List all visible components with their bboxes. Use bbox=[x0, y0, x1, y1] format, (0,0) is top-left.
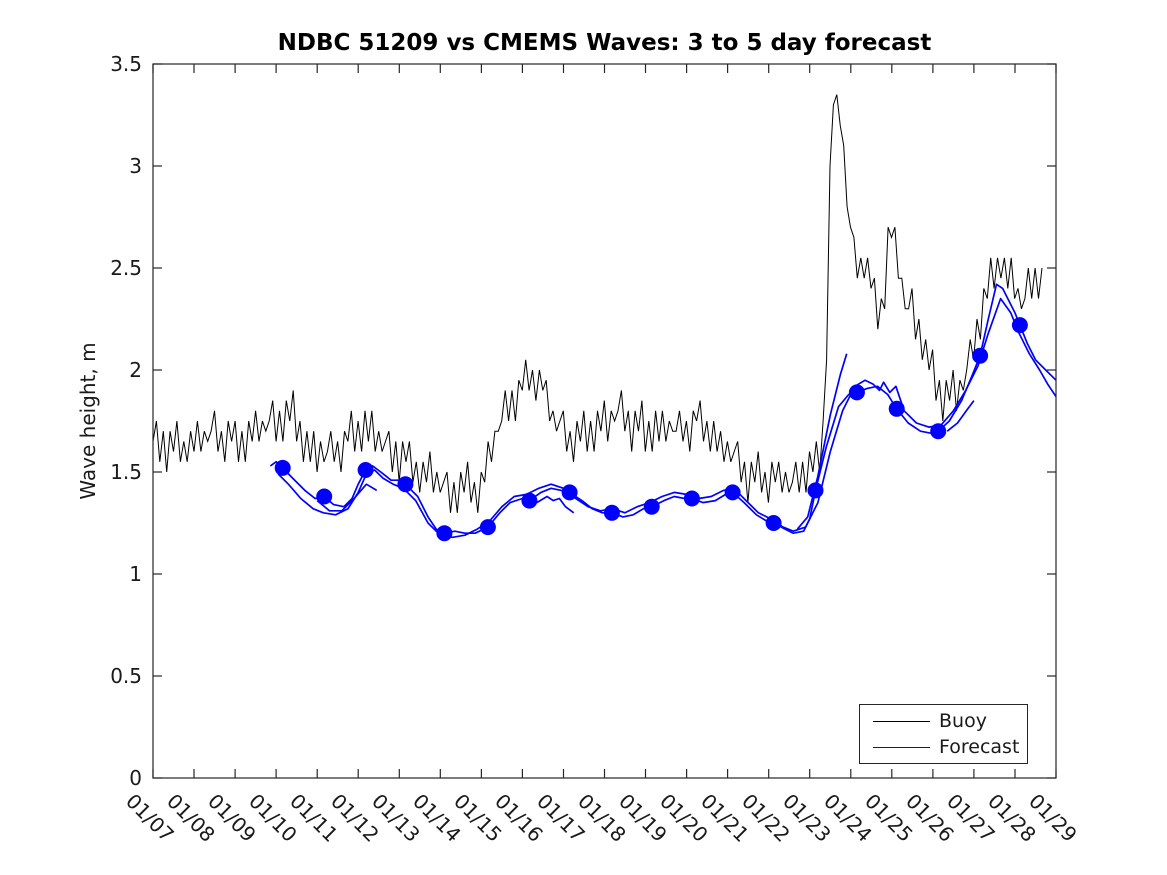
buoy-line bbox=[152, 94, 1043, 513]
y-tick-label: 2 bbox=[129, 358, 142, 382]
y-tick-label: 3 bbox=[129, 154, 142, 178]
forecast-marker bbox=[930, 423, 947, 440]
legend: Buoy Forecast bbox=[859, 704, 1028, 764]
plot-box bbox=[152, 63, 1057, 779]
y-tick-label: 0.5 bbox=[110, 664, 142, 688]
forecast-marker bbox=[274, 459, 291, 476]
legend-entry-forecast: Forecast bbox=[860, 734, 1027, 760]
legend-line-sample bbox=[873, 720, 930, 722]
forecast-marker bbox=[316, 488, 333, 505]
legend-label: Forecast bbox=[939, 736, 1020, 758]
y-tick-label: 0 bbox=[129, 766, 142, 790]
y-tick-label: 2.5 bbox=[110, 256, 142, 280]
forecast-marker bbox=[683, 490, 700, 507]
forecast-marker bbox=[848, 384, 865, 401]
forecast-line-5 bbox=[796, 353, 848, 530]
legend-label: Buoy bbox=[939, 710, 987, 732]
forecast-marker bbox=[972, 347, 989, 364]
y-tick-label: 1 bbox=[129, 562, 142, 586]
forecast-marker bbox=[357, 462, 374, 478]
forecast-line-2 bbox=[277, 297, 1057, 539]
forecast-marker bbox=[1011, 317, 1028, 334]
forecast-line-6 bbox=[946, 400, 975, 432]
forecast-marker bbox=[603, 504, 620, 521]
forecast-marker bbox=[807, 482, 824, 499]
forecast-marker bbox=[436, 525, 453, 542]
forecast-line-3 bbox=[316, 483, 378, 512]
forecast-marker bbox=[643, 498, 660, 515]
forecast-marker bbox=[888, 400, 905, 417]
forecast-marker bbox=[521, 492, 538, 509]
forecast-marker bbox=[765, 515, 782, 531]
legend-line-sample bbox=[873, 746, 930, 748]
y-tick-label: 1.5 bbox=[110, 460, 142, 484]
chart-title: NDBC 51209 vs CMEMS Waves: 3 to 5 day fo… bbox=[277, 30, 932, 56]
forecast-marker bbox=[724, 484, 741, 501]
forecast-marker bbox=[479, 519, 496, 536]
forecast-marker bbox=[561, 484, 578, 501]
legend-entry-buoy: Buoy bbox=[860, 708, 1027, 734]
forecast-marker bbox=[397, 476, 414, 493]
y-tick-label: 3.5 bbox=[110, 52, 142, 76]
forecast-line-4 bbox=[536, 495, 575, 514]
